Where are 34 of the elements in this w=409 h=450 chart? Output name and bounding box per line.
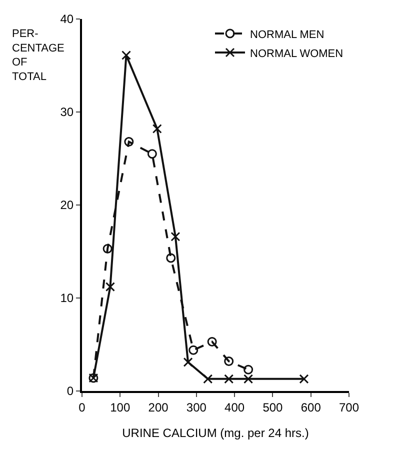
point xyxy=(188,345,198,355)
point xyxy=(224,374,234,384)
point xyxy=(122,50,131,60)
point xyxy=(102,244,112,254)
legend-label: NORMAL MEN xyxy=(250,28,324,41)
x-tick-label: 600 xyxy=(300,400,322,414)
point xyxy=(224,356,234,366)
x-tick-label: 100 xyxy=(110,400,130,414)
x-axis-title: URINE CALCIUM (mg. per 24 hrs.) xyxy=(122,426,309,440)
y-tick-label: 0 xyxy=(66,384,74,398)
x-tick-label: 700 xyxy=(338,400,360,414)
legend-label: NORMAL WOMEN xyxy=(250,48,344,60)
point xyxy=(105,282,115,292)
x-tick-label: 300 xyxy=(186,400,207,414)
x-tick-label: 200 xyxy=(148,400,169,414)
point xyxy=(203,374,213,384)
y-axis-title: PER- CENTAGE OF TOTAL xyxy=(12,28,64,83)
point xyxy=(147,149,157,159)
x-tick-label: 0 xyxy=(78,400,86,414)
y-tick-label: 10 xyxy=(60,291,74,306)
x-tick-label: 400 xyxy=(224,400,245,414)
y-tick-label: 30 xyxy=(60,105,74,120)
point xyxy=(183,357,193,367)
point xyxy=(124,137,134,147)
point xyxy=(152,124,162,134)
x-tick-label: 500 xyxy=(262,400,284,414)
point xyxy=(207,336,217,346)
point xyxy=(166,253,176,263)
point xyxy=(244,374,254,384)
point xyxy=(244,364,254,374)
point xyxy=(170,232,180,242)
y-tick-label: 20 xyxy=(60,198,74,212)
y-tick-label: 40 xyxy=(60,12,74,26)
point xyxy=(299,374,309,384)
